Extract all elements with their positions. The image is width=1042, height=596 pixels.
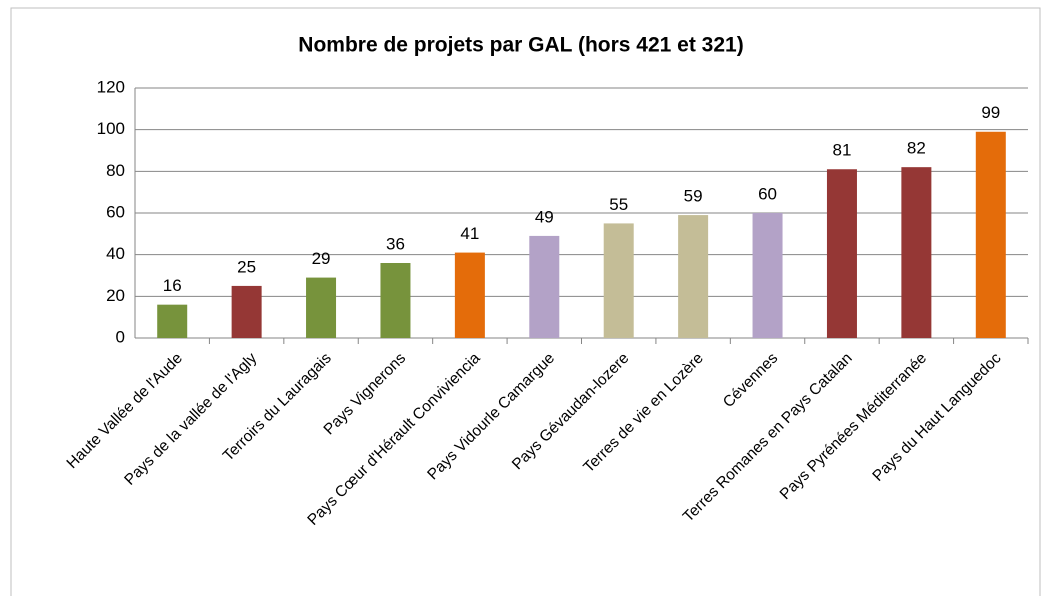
data-label: 55: [609, 195, 628, 214]
y-tick-label: 80: [106, 161, 125, 180]
y-tick-label: 120: [97, 77, 125, 96]
data-label: 36: [386, 234, 405, 253]
chart-title: Nombre de projets par GAL (hors 421 et 3…: [298, 34, 743, 57]
data-label: 49: [535, 207, 554, 226]
data-label: 16: [163, 276, 182, 295]
bar: [380, 263, 411, 338]
bar: [901, 167, 932, 338]
data-label: 41: [460, 224, 479, 243]
bar: [529, 235, 560, 338]
bar: [826, 169, 857, 338]
y-tick-label: 40: [106, 244, 125, 263]
data-label: 60: [758, 184, 777, 203]
bar: [454, 252, 485, 338]
data-label: 99: [981, 103, 1000, 122]
bar: [603, 223, 634, 338]
data-label: 25: [237, 257, 256, 276]
chart-frame: [10, 7, 1041, 596]
y-tick-label: 100: [97, 119, 125, 138]
bar: [231, 285, 262, 338]
data-label: 59: [684, 187, 703, 206]
bar: [678, 215, 709, 338]
bar: [157, 304, 188, 338]
data-label: 82: [907, 139, 926, 158]
bar: [306, 277, 337, 338]
y-tick-label: 60: [106, 202, 125, 221]
bar: [975, 131, 1006, 338]
y-tick-label: 20: [106, 286, 125, 305]
data-label: 81: [832, 141, 851, 160]
bar: [752, 213, 783, 338]
data-label: 29: [312, 249, 331, 268]
y-tick-label: 0: [116, 327, 125, 346]
